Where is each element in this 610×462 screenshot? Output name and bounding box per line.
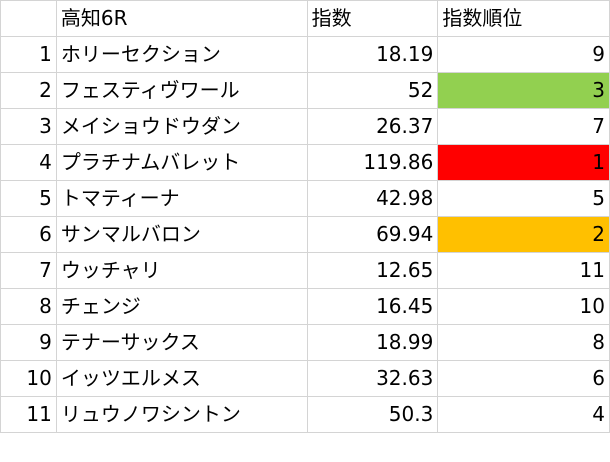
- table-row: 7 ウッチャリ 12.65 11: [0, 252, 610, 289]
- row-number-cell[interactable]: 5: [0, 180, 57, 217]
- rank-value-cell[interactable]: 4: [437, 396, 610, 433]
- horse-name-cell[interactable]: メイショウドウダン: [55, 108, 308, 145]
- rank-value-cell[interactable]: 7: [437, 108, 610, 145]
- index-value-cell[interactable]: 50.3: [306, 396, 439, 433]
- row-number-cell[interactable]: 11: [0, 396, 57, 433]
- index-value-cell[interactable]: 18.19: [306, 36, 439, 73]
- index-value-cell[interactable]: 32.63: [306, 360, 439, 397]
- table-row: 2 フェスティヴワール 52 3: [0, 72, 610, 109]
- horse-name-cell[interactable]: テナーサックス: [55, 324, 308, 361]
- horse-name-cell[interactable]: トマティーナ: [55, 180, 308, 217]
- table-row: 4 プラチナムバレット 119.86 1: [0, 144, 610, 181]
- row-number-cell[interactable]: 9: [0, 324, 57, 361]
- spreadsheet-grid: 高知6R 指数 指数順位 1 ホリーセクション 18.19 9 2 フェスティヴ…: [0, 0, 610, 433]
- rank-value-cell[interactable]: 9: [437, 36, 610, 73]
- index-value-cell[interactable]: 18.99: [306, 324, 439, 361]
- index-value-cell[interactable]: 69.94: [306, 216, 439, 253]
- row-number-cell[interactable]: 7: [0, 252, 57, 289]
- header-rank-cell[interactable]: 指数順位: [437, 0, 610, 37]
- row-number-cell[interactable]: 10: [0, 360, 57, 397]
- table-row: 3 メイショウドウダン 26.37 7: [0, 108, 610, 145]
- row-number-cell[interactable]: 4: [0, 144, 57, 181]
- row-number-cell[interactable]: 6: [0, 216, 57, 253]
- row-number-cell[interactable]: 2: [0, 72, 57, 109]
- horse-name-cell[interactable]: フェスティヴワール: [55, 72, 308, 109]
- index-value-cell[interactable]: 119.86: [306, 144, 439, 181]
- horse-name-cell[interactable]: イッツエルメス: [55, 360, 308, 397]
- rank-value-cell[interactable]: 2: [437, 216, 610, 253]
- table-row: 11 リュウノワシントン 50.3 4: [0, 396, 610, 433]
- index-value-cell[interactable]: 42.98: [306, 180, 439, 217]
- table-row: 10 イッツエルメス 32.63 6: [0, 360, 610, 397]
- header-blank-cell[interactable]: [0, 0, 57, 37]
- table-row: 9 テナーサックス 18.99 8: [0, 324, 610, 361]
- rank-value-cell[interactable]: 6: [437, 360, 610, 397]
- header-race-cell[interactable]: 高知6R: [55, 0, 308, 37]
- horse-name-cell[interactable]: リュウノワシントン: [55, 396, 308, 433]
- header-row: 高知6R 指数 指数順位: [0, 0, 610, 37]
- table-row: 5 トマティーナ 42.98 5: [0, 180, 610, 217]
- index-value-cell[interactable]: 26.37: [306, 108, 439, 145]
- rank-value-cell[interactable]: 11: [437, 252, 610, 289]
- table-row: 1 ホリーセクション 18.19 9: [0, 36, 610, 73]
- table-row: 6 サンマルバロン 69.94 2: [0, 216, 610, 253]
- horse-name-cell[interactable]: ホリーセクション: [55, 36, 308, 73]
- index-value-cell[interactable]: 52: [306, 72, 439, 109]
- horse-name-cell[interactable]: プラチナムバレット: [55, 144, 308, 181]
- index-value-cell[interactable]: 12.65: [306, 252, 439, 289]
- horse-name-cell[interactable]: チェンジ: [55, 288, 308, 325]
- horse-name-cell[interactable]: サンマルバロン: [55, 216, 308, 253]
- index-value-cell[interactable]: 16.45: [306, 288, 439, 325]
- row-number-cell[interactable]: 1: [0, 36, 57, 73]
- rank-value-cell[interactable]: 3: [437, 72, 610, 109]
- row-number-cell[interactable]: 8: [0, 288, 57, 325]
- rank-value-cell[interactable]: 1: [437, 144, 610, 181]
- table-row: 8 チェンジ 16.45 10: [0, 288, 610, 325]
- rank-value-cell[interactable]: 8: [437, 324, 610, 361]
- rank-value-cell[interactable]: 5: [437, 180, 610, 217]
- rank-value-cell[interactable]: 10: [437, 288, 610, 325]
- header-index-cell[interactable]: 指数: [306, 0, 439, 37]
- horse-name-cell[interactable]: ウッチャリ: [55, 252, 308, 289]
- row-number-cell[interactable]: 3: [0, 108, 57, 145]
